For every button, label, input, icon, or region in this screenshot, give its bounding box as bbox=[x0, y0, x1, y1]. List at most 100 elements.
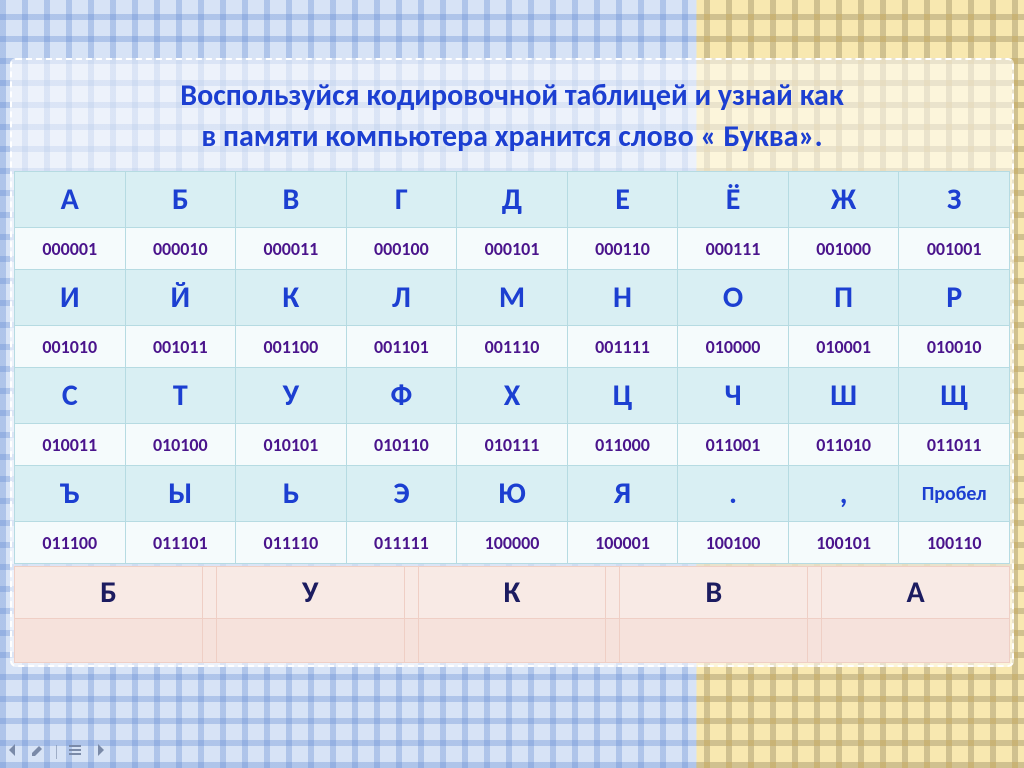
encoding-letter-cell: В bbox=[236, 172, 347, 228]
encoding-code-cell: 010000 bbox=[678, 326, 789, 368]
encoding-code-cell: 000001 bbox=[15, 228, 126, 270]
encoding-code-cell: 010101 bbox=[236, 424, 347, 466]
encoding-letter-cell: . bbox=[678, 466, 789, 522]
encoding-letter-cell: Ч bbox=[678, 368, 789, 424]
encoding-code-cell: 100101 bbox=[788, 522, 899, 564]
encoding-code-cell: 000011 bbox=[236, 228, 347, 270]
encoding-letter-cell: , bbox=[788, 466, 899, 522]
encoding-letter-cell: Э bbox=[346, 466, 457, 522]
encoding-letter-cell: Ё bbox=[678, 172, 789, 228]
encoding-letter-cell: Й bbox=[125, 270, 236, 326]
encoding-letter-cell: Р bbox=[899, 270, 1010, 326]
answer-separator bbox=[606, 567, 620, 619]
encoding-code-cell: 010111 bbox=[457, 424, 568, 466]
encoding-code-cell: 010011 bbox=[15, 424, 126, 466]
encoding-code-cell: 001110 bbox=[457, 326, 568, 368]
encoding-letter-cell: Д bbox=[457, 172, 568, 228]
encoding-code-cell: 011001 bbox=[678, 424, 789, 466]
encoding-code-cell: 000100 bbox=[346, 228, 457, 270]
encoding-code-cell: 011101 bbox=[125, 522, 236, 564]
encoding-letter-cell: Х bbox=[457, 368, 568, 424]
encoding-letter-cell: Е bbox=[567, 172, 678, 228]
encoding-letter-cell: Г bbox=[346, 172, 457, 228]
encoding-code-cell: 000010 bbox=[125, 228, 236, 270]
encoding-letter-cell: У bbox=[236, 368, 347, 424]
encoding-letter-cell: А bbox=[15, 172, 126, 228]
encoding-code-cell: 100000 bbox=[457, 522, 568, 564]
encoding-letter-cell: Ь bbox=[236, 466, 347, 522]
encoding-letter-cell: Б bbox=[125, 172, 236, 228]
encoding-letter-cell: И bbox=[15, 270, 126, 326]
encoding-letter-cell: Ъ bbox=[15, 466, 126, 522]
encoding-letter-cell: Ф bbox=[346, 368, 457, 424]
encoding-letter-cell: Ш bbox=[788, 368, 899, 424]
encoding-code-cell: 000111 bbox=[678, 228, 789, 270]
encoding-code-cell: 011000 bbox=[567, 424, 678, 466]
answer-separator bbox=[808, 567, 822, 619]
encoding-code-cell: 001010 bbox=[15, 326, 126, 368]
encoding-letter-cell: П bbox=[788, 270, 899, 326]
encoding-code-cell: 001101 bbox=[346, 326, 457, 368]
answer-separator bbox=[404, 619, 418, 663]
toolbar-separator bbox=[56, 745, 57, 759]
prev-icon[interactable] bbox=[4, 742, 20, 762]
nav-toolbar bbox=[4, 742, 109, 762]
encoding-code-cell: 000110 bbox=[567, 228, 678, 270]
encoding-table: АБВГДЕЁЖЗ0000010000100000110001000001010… bbox=[14, 171, 1010, 564]
encoding-letter-cell: З bbox=[899, 172, 1010, 228]
encoding-code-cell: 010001 bbox=[788, 326, 899, 368]
encoding-letter-cell: Н bbox=[567, 270, 678, 326]
encoding-code-cell: 010010 bbox=[899, 326, 1010, 368]
encoding-letter-cell: Ы bbox=[125, 466, 236, 522]
encoding-code-cell: 011110 bbox=[236, 522, 347, 564]
encoding-letter-cell: О bbox=[678, 270, 789, 326]
answer-letter-cell: В bbox=[620, 567, 808, 619]
answer-letter-cell: А bbox=[822, 567, 1010, 619]
answer-letter-cell: К bbox=[418, 567, 606, 619]
encoding-code-cell: 011011 bbox=[899, 424, 1010, 466]
encoding-letter-cell: Т bbox=[125, 368, 236, 424]
answer-code-cell bbox=[15, 619, 203, 663]
encoding-code-cell: 010100 bbox=[125, 424, 236, 466]
encoding-code-cell: 010110 bbox=[346, 424, 457, 466]
answer-separator bbox=[606, 619, 620, 663]
encoding-code-cell: 100110 bbox=[899, 522, 1010, 564]
encoding-letter-cell: Ю bbox=[457, 466, 568, 522]
answer-separator bbox=[808, 619, 822, 663]
answer-separator bbox=[202, 619, 216, 663]
encoding-letter-cell: С bbox=[15, 368, 126, 424]
encoding-letter-cell: Щ bbox=[899, 368, 1010, 424]
encoding-code-cell: 100100 bbox=[678, 522, 789, 564]
encoding-letter-cell: Ц bbox=[567, 368, 678, 424]
encoding-code-cell: 001011 bbox=[125, 326, 236, 368]
answer-code-cell bbox=[216, 619, 404, 663]
encoding-letter-cell: М bbox=[457, 270, 568, 326]
answer-letter-cell: Б bbox=[15, 567, 203, 619]
encoding-code-cell: 001111 bbox=[567, 326, 678, 368]
answer-letter-cell: У bbox=[216, 567, 404, 619]
pen-icon[interactable] bbox=[30, 742, 46, 762]
encoding-code-cell: 001001 bbox=[899, 228, 1010, 270]
encoding-code-cell: 100001 bbox=[567, 522, 678, 564]
answer-separator bbox=[202, 567, 216, 619]
encoding-letter-cell: Ж bbox=[788, 172, 899, 228]
page-title: Воспользуйся кодировочной таблицей и узн… bbox=[14, 74, 1010, 171]
answer-table: БУКВА bbox=[14, 566, 1010, 663]
encoding-code-cell: 001100 bbox=[236, 326, 347, 368]
encoding-code-cell: 000101 bbox=[457, 228, 568, 270]
answer-code-cell bbox=[822, 619, 1010, 663]
encoding-code-cell: 011111 bbox=[346, 522, 457, 564]
answer-code-cell bbox=[418, 619, 606, 663]
answer-separator bbox=[404, 567, 418, 619]
encoding-letter-cell: К bbox=[236, 270, 347, 326]
encoding-code-cell: 011100 bbox=[15, 522, 126, 564]
encoding-letter-cell: Л bbox=[346, 270, 457, 326]
slide-card: Воспользуйся кодировочной таблицей и узн… bbox=[10, 58, 1014, 667]
answer-code-cell bbox=[620, 619, 808, 663]
encoding-letter-cell: Пробел bbox=[899, 466, 1010, 522]
encoding-code-cell: 011010 bbox=[788, 424, 899, 466]
encoding-letter-cell: Я bbox=[567, 466, 678, 522]
menu-icon[interactable] bbox=[67, 742, 83, 762]
next-icon[interactable] bbox=[93, 742, 109, 762]
encoding-code-cell: 001000 bbox=[788, 228, 899, 270]
